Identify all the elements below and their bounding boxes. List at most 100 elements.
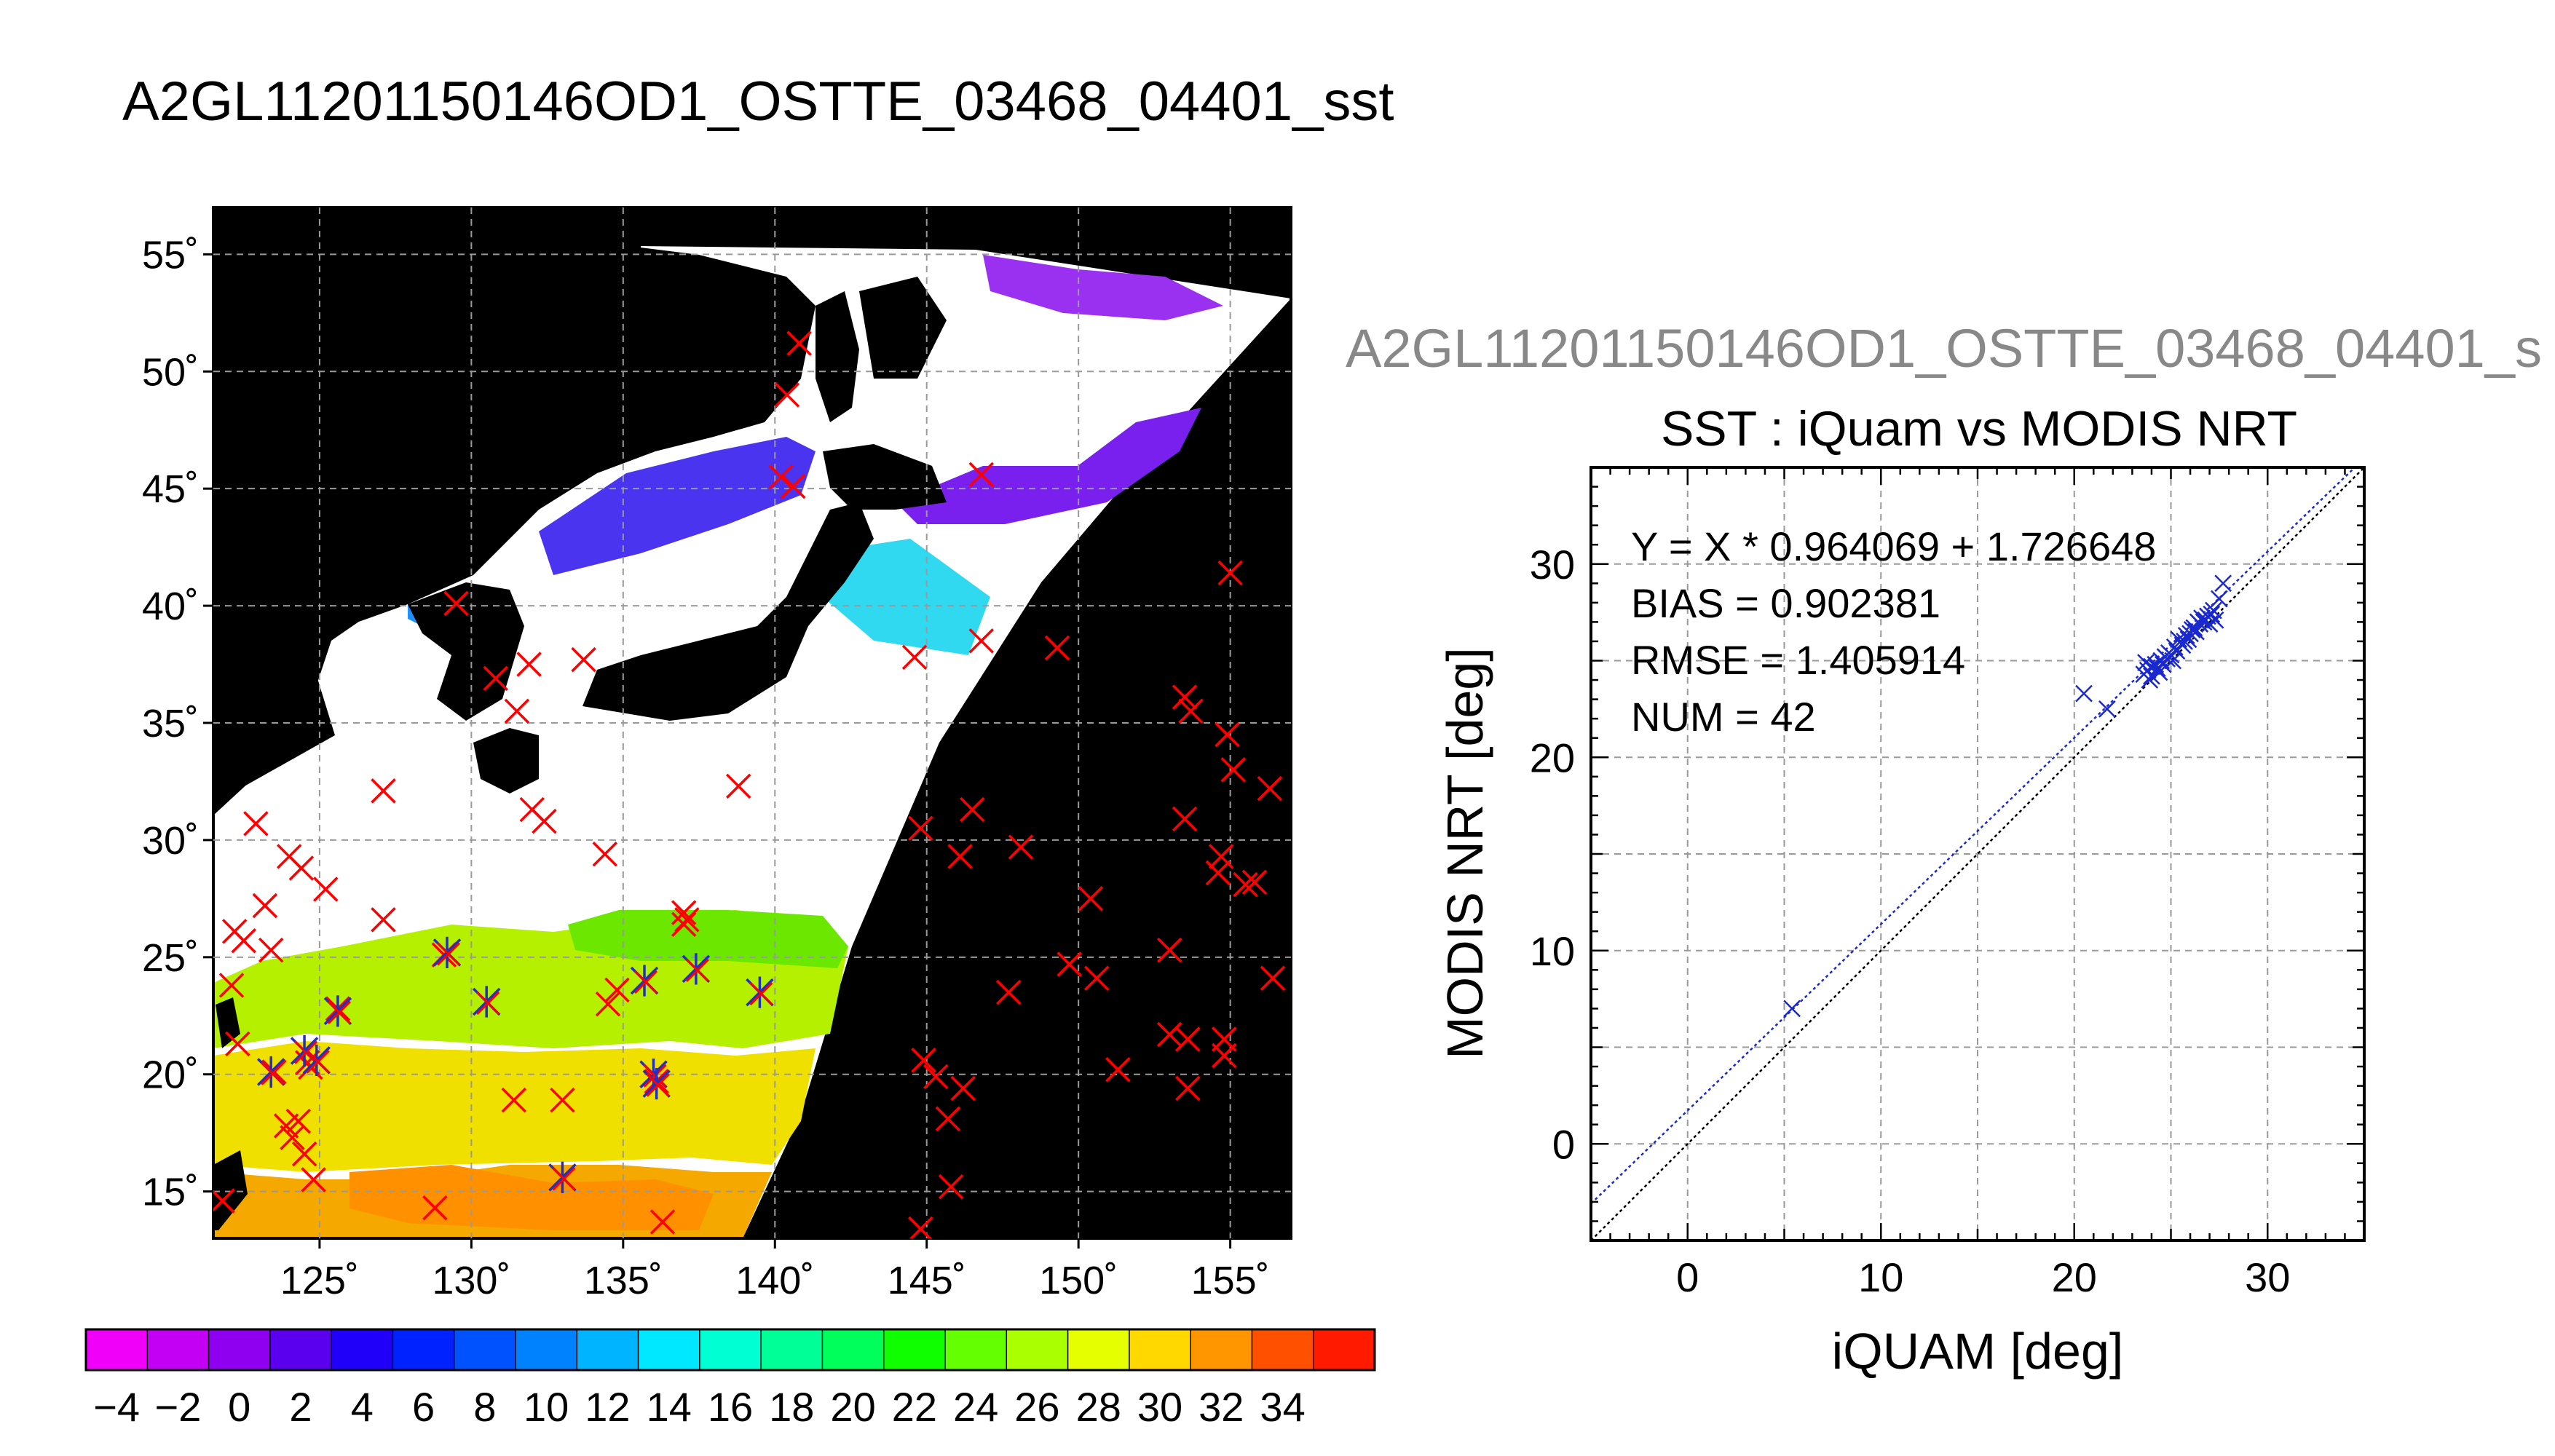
land-philippines xyxy=(213,1150,248,1230)
map-red-marker xyxy=(483,665,508,692)
colorbar-frame xyxy=(84,1328,1376,1372)
map-red-marker xyxy=(674,907,700,933)
sst-green-band xyxy=(568,910,848,968)
colorbar-swatch xyxy=(761,1329,823,1370)
scatter-point xyxy=(2205,601,2222,620)
map-red-marker xyxy=(1208,844,1234,869)
regression-line xyxy=(1591,467,2356,1205)
scatter-x-tick-label: 0 xyxy=(1676,1254,1699,1300)
colorbar-swatch xyxy=(822,1329,885,1370)
colorbar-swatch xyxy=(945,1329,1007,1370)
land-hokkaido xyxy=(823,444,947,510)
map-red-marker xyxy=(1157,1021,1182,1048)
colorbar-label: 32 xyxy=(1198,1384,1244,1430)
scatter-point xyxy=(2214,574,2232,593)
map-red-marker xyxy=(1175,1075,1201,1101)
map-red-marker xyxy=(218,973,245,998)
land-japan-honshu xyxy=(583,502,874,721)
colorbar-swatch xyxy=(577,1329,639,1370)
map-red-marker xyxy=(968,462,994,488)
map-red-marker xyxy=(1078,886,1104,911)
map-red-marker xyxy=(592,841,618,867)
colorbar-label: 28 xyxy=(1076,1384,1121,1430)
map-red-marker xyxy=(1157,937,1182,963)
scatter-gridlines xyxy=(1591,467,2364,1241)
scatter-point xyxy=(2210,590,2228,608)
map-lon-tick-label: 145˚ xyxy=(888,1259,966,1302)
map-red-marker xyxy=(968,628,994,654)
land-kamchatka-edge xyxy=(859,277,947,379)
map-red-marker xyxy=(532,808,557,834)
colorbar-swatch xyxy=(147,1329,210,1370)
map-lon-tick-label: 130˚ xyxy=(432,1259,510,1302)
colorbar-label: 22 xyxy=(892,1384,937,1430)
identity-line xyxy=(1591,467,2364,1241)
scatter-axis-ticks: 0 10 20 30 0 10 20 30 xyxy=(1530,467,2364,1300)
land-taiwan xyxy=(216,997,240,1048)
land-asia xyxy=(213,207,816,801)
map-red-marker xyxy=(1205,860,1231,886)
land-kyushu xyxy=(473,728,539,794)
map-lat-tick-label: 45˚ xyxy=(142,467,199,511)
map-lon-tick-label: 125˚ xyxy=(280,1259,359,1302)
scatter-y-tick-label: 0 xyxy=(1552,1121,1575,1167)
map-red-marker xyxy=(1008,834,1034,860)
map-lat-tick-label: 55˚ xyxy=(142,233,199,277)
map-red-marker xyxy=(1175,1026,1201,1052)
scatter-y-label: MODIS NRT [deg] xyxy=(1437,647,1493,1059)
colorbar-label: 8 xyxy=(473,1384,496,1430)
sst-blue-band xyxy=(539,437,816,575)
colorbar-label: 30 xyxy=(1137,1384,1182,1430)
map-red-marker xyxy=(768,464,794,490)
scatter-x-tick-label: 30 xyxy=(2245,1254,2290,1300)
scatter-title: SST : iQuam vs MODIS NRT xyxy=(1661,401,2297,456)
map-red-marker xyxy=(371,778,396,804)
scatter-point xyxy=(2098,700,2116,718)
map-red-marker xyxy=(938,1174,964,1200)
colorbar-swatch xyxy=(86,1329,148,1370)
scatter-point xyxy=(1783,1000,1801,1018)
map-red-marker xyxy=(306,1050,330,1074)
map-red-marker xyxy=(1260,965,1286,992)
map-red-marker xyxy=(633,970,658,994)
colorbar-label: 34 xyxy=(1260,1384,1305,1430)
map-lat-tick-label: 30˚ xyxy=(142,819,199,863)
map-lon-tick-label: 140˚ xyxy=(735,1259,814,1302)
colorbar-label: −2 xyxy=(154,1384,201,1430)
map-red-marker xyxy=(501,1087,526,1113)
colorbar-swatch xyxy=(883,1329,946,1370)
map-red-marker xyxy=(1057,951,1082,977)
scatter-plot: SST : iQuam vs MODIS NRT 0 10 20 300102030 … xyxy=(1437,401,2366,1380)
map-red-marker xyxy=(476,991,500,1016)
map-red-marker xyxy=(571,646,596,673)
colorbar-swatch xyxy=(1006,1329,1069,1370)
map-markers xyxy=(213,331,1286,1238)
colorbar-swatch xyxy=(392,1329,455,1370)
scatter-x-tick-label: 20 xyxy=(2052,1254,2097,1300)
map-red-marker xyxy=(443,590,469,617)
scatter-x-tick-label: 10 xyxy=(1858,1254,1903,1300)
map-red-marker xyxy=(301,1167,326,1192)
map-red-marker xyxy=(781,473,806,499)
map-red-marker xyxy=(911,1048,936,1073)
colorbar-label: 26 xyxy=(1014,1384,1059,1430)
map-red-marker xyxy=(671,900,697,925)
colorbar-swatch xyxy=(1313,1329,1375,1370)
map-red-marker xyxy=(1217,560,1243,586)
map-red-marker xyxy=(1233,871,1258,898)
colorbar-swatch xyxy=(1252,1329,1314,1370)
colorbar-swatch xyxy=(208,1329,271,1370)
colorbar-label: 10 xyxy=(524,1384,569,1430)
map-red-marker xyxy=(1257,775,1283,802)
map-red-marker xyxy=(1212,1042,1237,1069)
colorbar-label: 4 xyxy=(351,1384,374,1430)
map-red-marker xyxy=(1241,869,1268,895)
colorbar-label: 6 xyxy=(412,1384,435,1430)
land-korea xyxy=(408,582,524,721)
colorbar-label: 24 xyxy=(953,1384,998,1430)
colorbar-swatch xyxy=(331,1329,393,1370)
map-red-marker xyxy=(313,877,339,902)
colorbar-swatch xyxy=(1190,1329,1252,1370)
colorbar-label: 2 xyxy=(289,1384,312,1430)
map-red-marker xyxy=(960,796,985,823)
